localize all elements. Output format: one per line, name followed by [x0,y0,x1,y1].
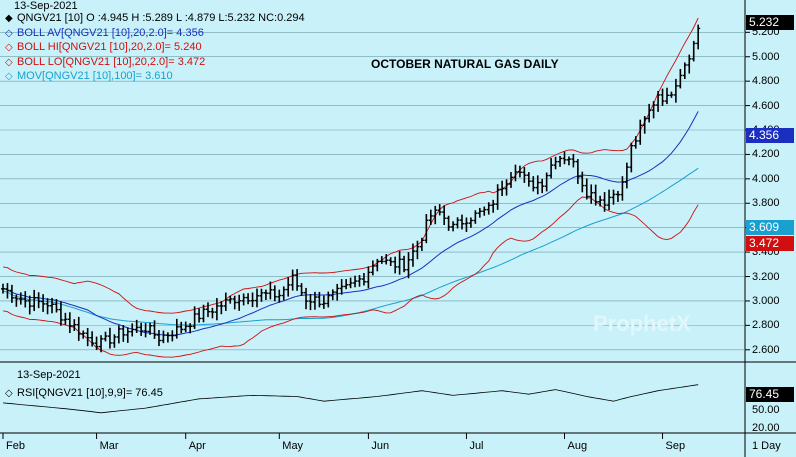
chart-title: OCTOBER NATURAL GAS DAILY [371,57,559,71]
month-label: Sep [665,440,686,452]
price-tick: 4.800 [752,75,780,88]
rsi-tick-50: 50.00 [752,404,780,416]
bollinger-upper-band [2,17,699,314]
price-tick: 2.800 [752,319,780,332]
diamond-outline-icon: ◇ [5,388,13,399]
legend-text: BOLL LO[QNGV21 [10],20,2.0]= 3.472 [17,55,206,68]
header-date: 13-Sep-2021 [14,0,78,12]
watermark-text: ProphetX [593,311,691,336]
price-badge: 3.609 [746,219,794,235]
legend-text: QNGV21 [10] O :4.945 H :5.289 L :4.879 L… [17,12,305,24]
bollinger-lower-band [2,196,699,358]
rsi-date: 13-Sep-2021 [17,369,81,381]
diamond-outline-icon: ◇ [5,27,13,39]
month-label: Feb [6,440,25,452]
month-label: Apr [188,440,206,452]
legend-item: ◆ QNGV21 [10] O :4.945 H :5.289 L :4.879 … [5,12,305,24]
month-label: Jun [371,440,390,452]
legend-item: ◇ BOLL HI[QNGV21 [10],20,2.0]= 5.240 [5,41,202,53]
legend-text: BOLL AV[QNGV21 [10],20,2.0]= 4.356 [17,26,204,39]
rsi-legend-text: RSI[QNGV21 [10],9,9]= 76.45 [17,387,163,399]
price-tick: 3.000 [752,294,780,307]
price-tick: 4.200 [752,148,780,161]
diamond-outline-icon: ◇ [5,42,13,54]
price-tick: 3.200 [752,270,780,283]
price-badge: 4.356 [746,128,794,144]
price-tick: 2.600 [752,343,780,356]
rsi-line [2,384,699,414]
diamond-outline-icon: ◇ [5,71,13,83]
period-label[interactable]: 1 Day [752,440,781,452]
price-tick: 3.800 [752,197,780,210]
rsi-tick-20: 20.00 [752,422,780,434]
month-label: May [282,440,304,452]
month-label: Aug [567,440,588,452]
diamond-outline-icon: ◇ [5,56,13,68]
moving-average-line [2,167,699,326]
price-tick: 5.000 [752,50,780,63]
legend-item: ◇ BOLL LO[QNGV21 [10],20,2.0]= 3.472 [5,56,205,68]
legend-item: ◇ MOV[QNGV21 [10],100]= 3.610 [5,70,173,82]
rsi-legend: ◇ RSI[QNGV21 [10],9,9]= 76.45 [5,387,163,399]
price-badge: 5.232 [746,15,794,30]
price-tick: 4.600 [752,99,780,112]
price-tick: 4.000 [752,172,780,185]
rsi-badge: 76.45 [746,387,794,402]
month-label: Mar [99,440,119,452]
legend-text: MOV[QNGV21 [10],100]= 3.610 [17,70,173,83]
legend-text: BOLL HI[QNGV21 [10],20,2.0]= 5.240 [17,41,202,54]
filled-diamond-icon: ◆ [5,13,13,24]
price-badge: 3.472 [746,236,794,252]
legend-item: ◇ BOLL AV[QNGV21 [10],20,2.0]= 4.356 [5,27,204,39]
month-label: Jul [469,440,484,452]
